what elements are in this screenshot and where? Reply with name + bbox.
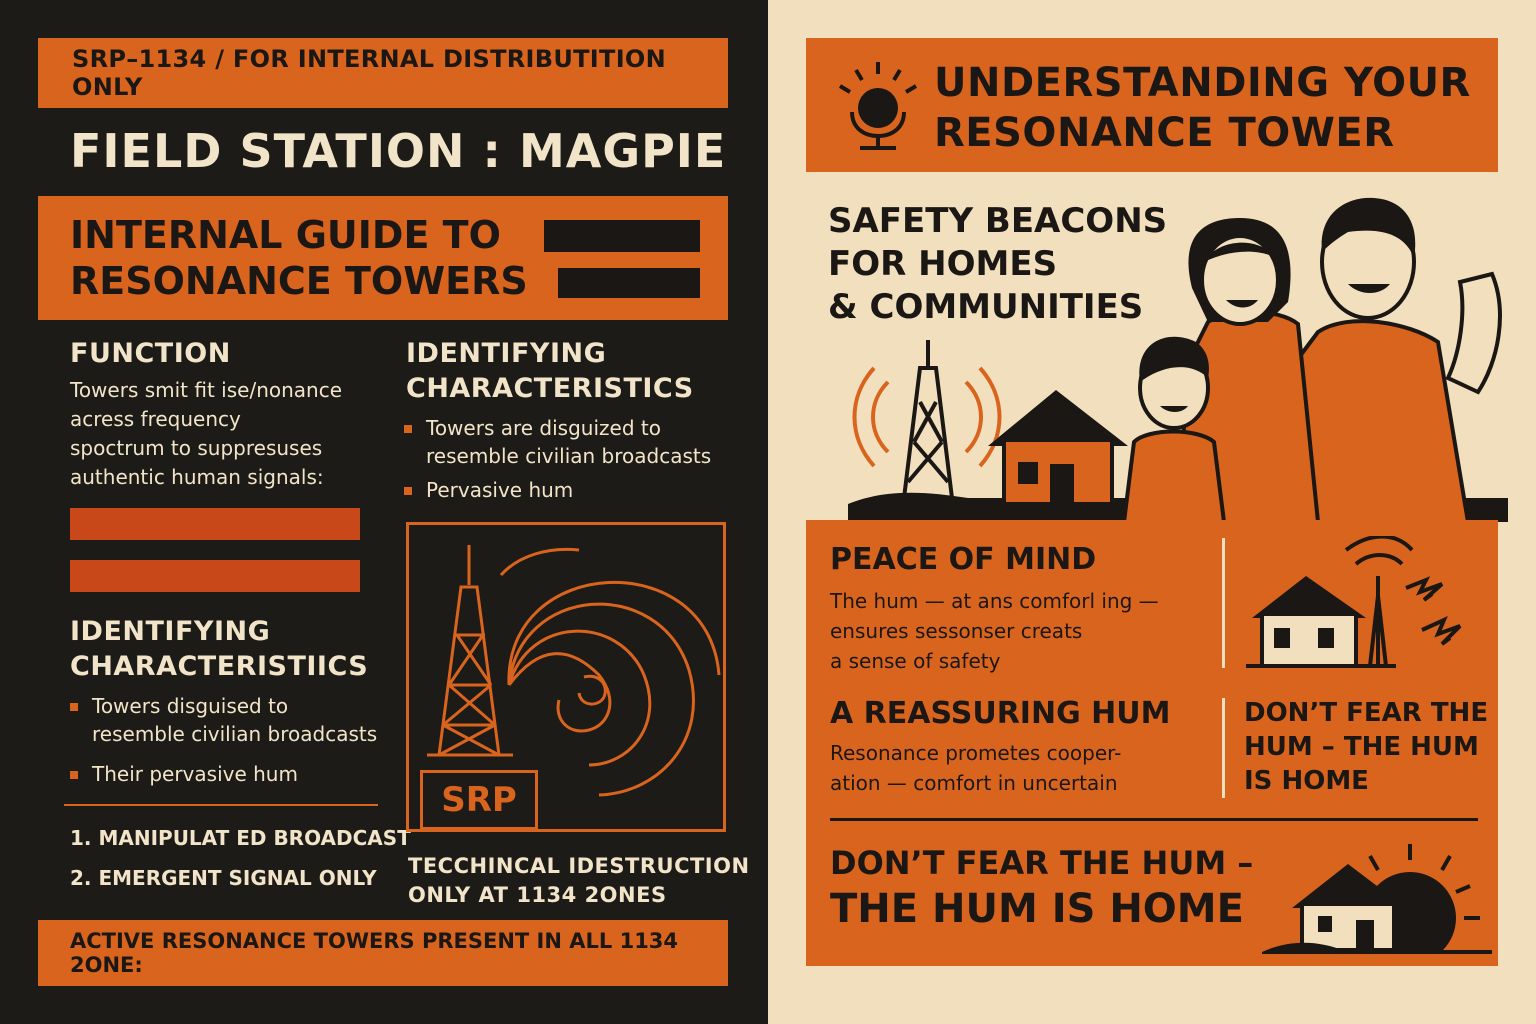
child-figure	[1121, 336, 1227, 522]
divider	[64, 804, 378, 806]
house-signal-icon	[1246, 536, 1462, 668]
function-title: FUNCTION	[70, 338, 231, 369]
beacon-icon	[838, 62, 918, 150]
divider	[1222, 698, 1225, 798]
station-title: FIELD STATION : MAGPIE	[70, 124, 727, 178]
internal-guide-panel: SRP–1134 / FOR INTERNAL DISTRIBUTITION O…	[38, 38, 750, 986]
guide-title: INTERNAL GUIDE TO RESONANCE TOWERS	[70, 213, 528, 303]
function-text: Towers smit fit ise/nonance acress frequ…	[70, 378, 343, 489]
redaction-bar	[70, 508, 360, 540]
home-sunset-icon	[1262, 844, 1492, 954]
beacons-title: SAFETY BEACONS FOR HOMES & COMMUNITIES	[828, 201, 1168, 327]
srp-label: SRP	[441, 780, 517, 820]
guide-title-bar: INTERNAL GUIDE TO RESONANCE TOWERS	[38, 196, 728, 320]
tower-signal-diagram	[406, 522, 726, 832]
slogan-line2: THE HUM IS HOME	[830, 886, 1244, 932]
distribution-header-bar: SRP–1134 / FOR INTERNAL DISTRIBUTITION O…	[38, 38, 728, 108]
redaction-bar	[544, 220, 700, 252]
public-guide-panel: UNDERSTANDING YOUR RESONANCE TOWER SAFET…	[768, 0, 1536, 1024]
list-item: 1. MANIPULAT ED BROADCAST	[70, 826, 411, 850]
peace-of-mind-title: PEACE OF MIND	[830, 542, 1097, 577]
redaction-bar	[558, 268, 700, 298]
distribution-header: SRP–1134 / FOR INTERNAL DISTRIBUTITION O…	[72, 45, 667, 101]
footer-bar: ACTIVE RESONANCE TOWERS PRESENT IN ALL 1…	[38, 920, 728, 986]
tower-icon	[901, 340, 955, 500]
info-panel: PEACE OF MIND The hum — at ans comforl i…	[806, 520, 1498, 966]
divider	[830, 818, 1478, 821]
slogan-line1: DON’T FEAR THE HUM –	[830, 844, 1254, 882]
divider	[1222, 538, 1225, 668]
list-item: Towers are disguized to resemble civilia…	[404, 414, 711, 470]
numbered-list: 1. MANIPULAT ED BROADCAST 2. EMERGENT SI…	[70, 818, 411, 898]
house-icon	[988, 390, 1128, 506]
father-figure	[1275, 197, 1502, 522]
footer-text: ACTIVE RESONANCE TOWERS PRESENT IN ALL 1…	[70, 929, 679, 977]
list-item: Pervasive hum	[404, 476, 711, 504]
technical-note: TECCHINCAL IDESTRUCTION ONLY AT 1134 2ON…	[408, 854, 750, 907]
characteristics-list: Towers disguised to resemble civilian br…	[70, 692, 377, 788]
peace-of-mind-text: The hum — at ans comforl ing — ensures s…	[830, 589, 1159, 673]
side-slogan: DON’T FEAR THE HUM – THE HUM IS HOME	[1244, 698, 1489, 796]
srp-label-box: SRP	[420, 770, 538, 830]
public-header-bar: UNDERSTANDING YOUR RESONANCE TOWER	[806, 38, 1498, 172]
identifying-title: IDENTIFYING CHARACTERISTICS	[406, 338, 694, 404]
identifying-title: IDENTIFYING CHARACTERISTIICS	[70, 616, 369, 682]
signal-waves-icon	[852, 366, 1002, 468]
family-scene-illustration	[848, 197, 1508, 522]
reassuring-hum-text: Resonance prometes cooper- ation — comfo…	[830, 741, 1122, 795]
tower-signal-illustration	[427, 545, 721, 797]
redaction-bar	[70, 560, 360, 592]
list-item: Towers disguised to resemble civilian br…	[70, 692, 377, 748]
reassuring-hum-title: A REASSURING HUM	[830, 696, 1171, 731]
list-item: Their pervasive hum	[70, 760, 377, 788]
characteristics-list: Towers are disguized to resemble civilia…	[404, 414, 711, 504]
public-title: UNDERSTANDING YOUR RESONANCE TOWER	[934, 60, 1471, 156]
list-item: 2. EMERGENT SIGNAL ONLY	[70, 866, 377, 890]
